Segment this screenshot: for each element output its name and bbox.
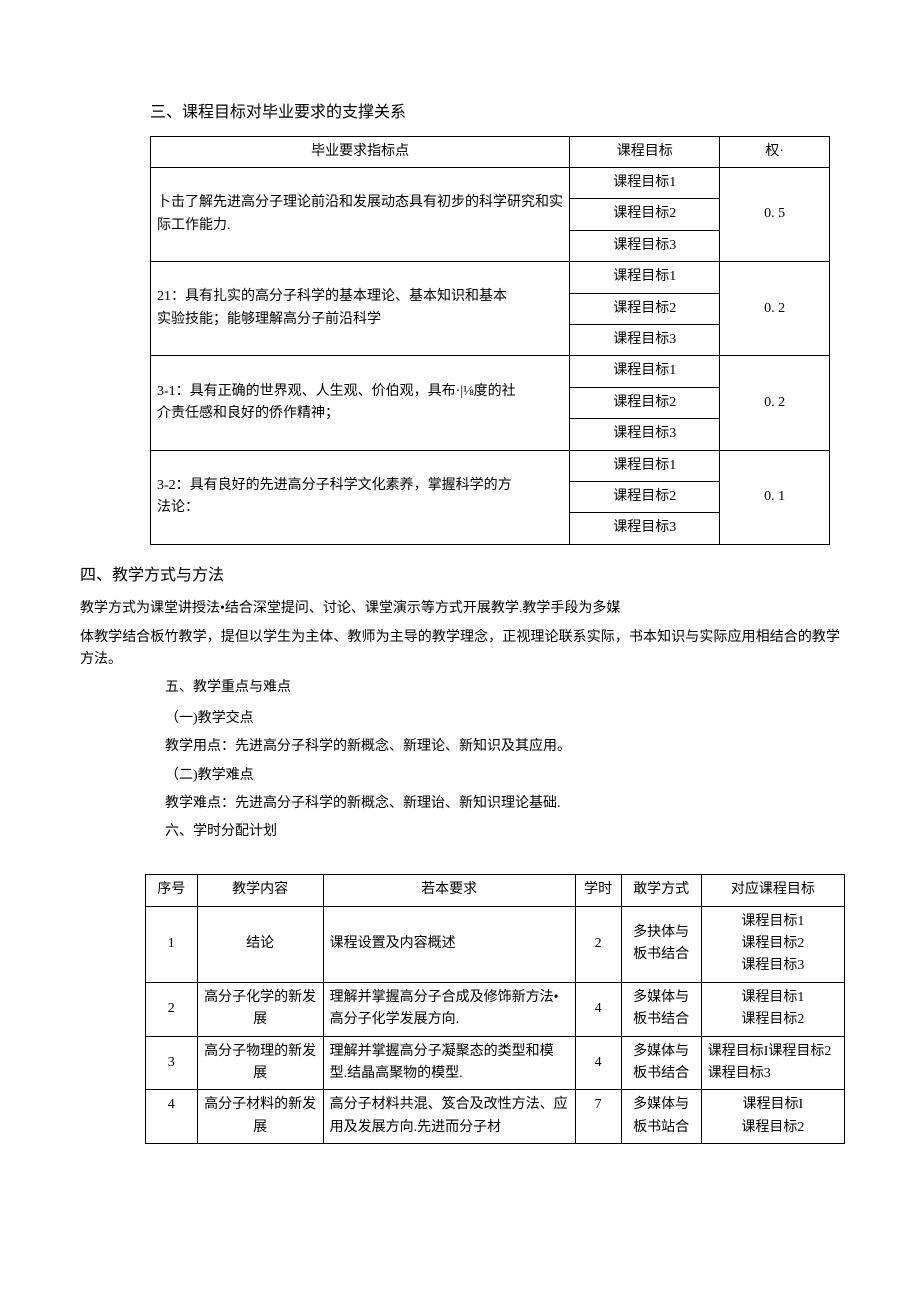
table-row: 3-2：具有良好的先进高分子科学文化素养，掌握科学的方 法论： 课程目标1 0.… [151,450,830,481]
goal-cell: 课程目标1 课程目标2 课程目标3 [701,906,844,982]
hours-plan-table: 序号 教学内容 若本要求 学时 敢学方式 对应课程目标 1 结论 课程设置及内容… [145,874,845,1144]
goal-cell: 课程目标I 课程目标2 [701,1090,844,1144]
table-row: 卜击了解先进高分子理论前沿和发展动态具有初步的科学研究和实际工作能力. 课程目标… [151,167,830,198]
goal-cell: 课程目标3 [570,513,720,544]
section-5-sub2-title: （二)教学难点 [165,765,840,787]
weight-cell: 0. 5 [720,167,830,261]
section-6-title: 六、学时分配计划 [165,821,840,843]
content-cell: 高分子物理的新发展 [197,1036,323,1090]
req-cell: 课程设置及内容概述 [323,906,575,982]
idx-cell: 2 [146,982,198,1036]
col-header-goal: 对应课程目标 [701,875,844,906]
goal-line: 课程目标1 [708,987,838,1009]
goal-cell: 课程目标1 [570,167,720,198]
col-header-goal: 课程目标 [570,136,720,167]
col-header-idx: 序号 [146,875,198,906]
goal-line: 课程目标2 [708,933,838,955]
req-cell: 3-2：具有良好的先进高分子科学文化素养，掌握科学的方 法论： [151,450,570,544]
goal-cell: 课程目标1 [570,450,720,481]
goal-line: 课程目标I课程目标2课程目标3 [708,1044,832,1081]
goal-line: 课程目标2 [708,1009,838,1031]
table-row: 4 高分子材料的新发展 高分子材料共混、笈合及改性方法、应用及发展方向.先进而分… [146,1090,845,1144]
goal-cell: 课程目标2 [570,387,720,418]
goal-cell: 课程目标2 [570,481,720,512]
col-header-indicator: 毕业要求指标点 [151,136,570,167]
req-cell: 高分子材料共混、笈合及改性方法、应用及发展方向.先进而分子材 [323,1090,575,1144]
idx-cell: 4 [146,1090,198,1144]
idx-cell: 1 [146,906,198,982]
req-cell: 卜击了解先进高分子理论前沿和发展动态具有初步的科学研究和实际工作能力. [151,167,570,261]
mode-cell: 多抉体与板书结合 [621,906,701,982]
goal-cell: 课程目标1 [570,262,720,293]
table-row: 1 结论 课程设置及内容概述 2 多抉体与板书结合 课程目标1 课程目标2 课程… [146,906,845,982]
section-3-title: 三、课程目标对毕业要求的支撑关系 [150,100,840,126]
content-cell: 高分子材料的新发展 [197,1090,323,1144]
col-header-mode: 敢学方式 [621,875,701,906]
col-header-weight: 权· [720,136,830,167]
section-5-title: 五、教学重点与难点 [165,677,840,699]
table-row: 3-1：具有正确的世界观、人生观、价伯观，具布·|⅛度的社 介责任感和良好的侨作… [151,356,830,387]
hours-cell: 4 [575,1036,621,1090]
section-4-para1: 教学方式为课堂讲授法•结合深堂提问、讨论、课堂演示等方式开展教学.教学手段为多媒 [80,598,840,620]
goal-cell: 课程目标1 [570,356,720,387]
section-5-sub2-text: 教学难点：先进高分子科学的新概念、新理诒、新知识理论基础. [165,793,840,815]
content-cell: 结论 [197,906,323,982]
table-header-row: 毕业要求指标点 课程目标 权· [151,136,830,167]
content-cell: 高分子化学的新发展 [197,982,323,1036]
goal-cell: 课程目标2 [570,293,720,324]
goal-line: 课程目标2 [708,1117,838,1139]
mode-cell: 多媒体与板书结合 [621,982,701,1036]
idx-cell: 3 [146,1036,198,1090]
hours-cell: 7 [575,1090,621,1144]
table-header-row: 序号 教学内容 若本要求 学时 敢学方式 对应课程目标 [146,875,845,906]
req-cell: 理解并掌握高分子凝聚态的类型和模型.结晶高聚物的模型. [323,1036,575,1090]
support-relation-table: 毕业要求指标点 课程目标 权· 卜击了解先进高分子理论前沿和发展动态具有初步的科… [150,136,830,545]
col-header-req: 若本要求 [323,875,575,906]
req-cell: 理解并掌握高分子合成及修饰新方法•高分子化学发展方向. [323,982,575,1036]
table-row: 3 高分子物理的新发展 理解并掌握高分子凝聚态的类型和模型.结晶高聚物的模型. … [146,1036,845,1090]
goal-cell: 课程目标2 [570,199,720,230]
goal-cell: 课程目标3 [570,419,720,450]
hours-cell: 2 [575,906,621,982]
req-cell: 21：具有扎实的高分子科学的基本理论、基本知识和基本 实验技能；能够理解高分子前… [151,262,570,356]
goal-cell: 课程目标3 [570,324,720,355]
weight-cell: 0. 2 [720,356,830,450]
goal-cell: 课程目标3 [570,230,720,261]
goal-cell: 课程目标1 课程目标2 [701,982,844,1036]
table-row: 2 高分子化学的新发展 理解并掌握高分子合成及修饰新方法•高分子化学发展方向. … [146,982,845,1036]
req-cell: 3-1：具有正确的世界观、人生观、价伯观，具布·|⅛度的社 介责任感和良好的侨作… [151,356,570,450]
col-header-hours: 学时 [575,875,621,906]
section-5-sub1-text: 教学用点：先进高分子科学的新概念、新理论、新知识及其应用。 [165,736,840,758]
weight-cell: 0. 2 [720,262,830,356]
goal-cell: 课程目标I课程目标2课程目标3 [701,1036,844,1090]
goal-line: 课程目标3 [708,955,838,977]
goal-line: 课程目标I [708,1094,838,1116]
section-4-title: 四、教学方式与方法 [80,563,840,589]
goal-line: 课程目标1 [708,911,838,933]
hours-cell: 4 [575,982,621,1036]
section-5-sub1-title: （一)教学交点 [165,708,840,730]
col-header-content: 教学内容 [197,875,323,906]
table-row: 21：具有扎实的高分子科学的基本理论、基本知识和基本 实验技能；能够理解高分子前… [151,262,830,293]
mode-cell: 多媒体与板书结合 [621,1036,701,1090]
mode-cell: 多媒体与板书站合 [621,1090,701,1144]
weight-cell: 0. 1 [720,450,830,544]
section-4-para2: 体教学结合板竹教学，提但以学生为主体、教师为主导的教学理念，正视理论联系实际，书… [80,627,840,672]
